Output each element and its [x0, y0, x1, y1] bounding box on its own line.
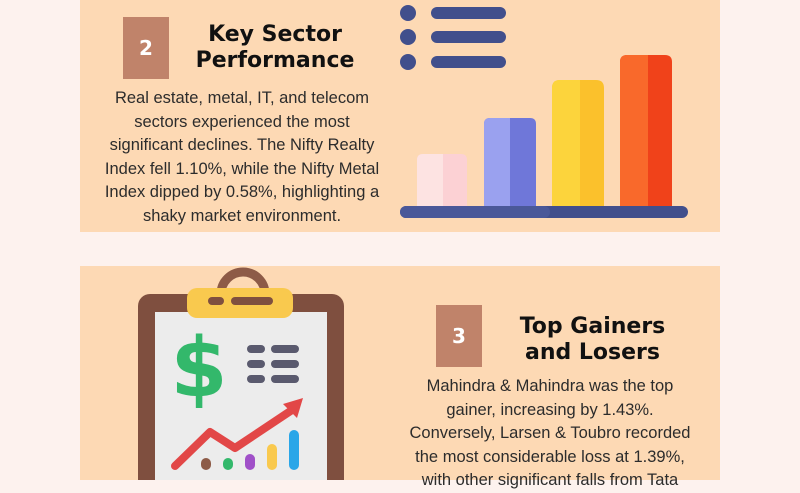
body-line: with other significant falls from Tata — [421, 471, 679, 489]
section-body-text: Mahindra & Mahindra was the top gainer, … — [400, 375, 700, 493]
section-title: Key Sector Performance — [190, 22, 360, 74]
section-number-badge: 3 — [436, 305, 482, 367]
body-line: Conversely, Larsen & Toubro recorded — [409, 424, 691, 442]
section-number-badge: 2 — [123, 17, 169, 79]
section-title-line: Top Gainers — [519, 314, 666, 339]
body-line: the most considerable loss at 1.39%, — [415, 447, 685, 466]
dollar-icon: $ — [170, 321, 227, 416]
section-title-line: Key Sector — [208, 22, 342, 47]
body-line: Index fell 1.10%, while the Nifty Metal — [104, 159, 380, 178]
body-line: Mahindra & Mahindra was the top — [426, 377, 674, 395]
body-line: significant declines. The Nifty Realty — [109, 136, 375, 154]
bars — [417, 55, 672, 212]
svg-text:$: $ — [170, 321, 227, 416]
section-title: Top Gainers and Losers — [515, 314, 670, 366]
list-icon — [400, 5, 506, 70]
section-body-text: Real estate, metal, IT, and telecom sect… — [92, 87, 392, 228]
body-line: gainer, increasing by 1.43%. — [446, 400, 654, 419]
growth-arrow-icon — [171, 398, 303, 470]
section-title-line: and Losers — [524, 340, 660, 365]
body-line: shaky market environment. — [142, 206, 342, 225]
body-line: sectors experienced the most — [134, 112, 350, 131]
body-line: Real estate, metal, IT, and telecom — [114, 89, 370, 107]
section-title-line: Performance — [195, 48, 355, 73]
key-sector-card — [80, 0, 720, 232]
body-line: Index dipped by 0.58%, highlighting a — [104, 183, 380, 201]
bar-chart-with-list-icon — [400, 5, 688, 218]
clipboard-dollar-growth-icon: $ — [138, 267, 344, 480]
